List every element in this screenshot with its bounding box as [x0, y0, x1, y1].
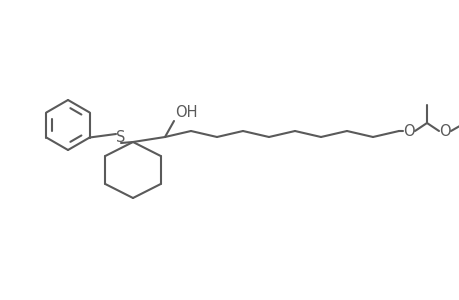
- Text: O: O: [438, 124, 450, 139]
- Text: OH: OH: [174, 105, 197, 120]
- Text: S: S: [116, 130, 125, 145]
- Text: O: O: [402, 124, 414, 139]
